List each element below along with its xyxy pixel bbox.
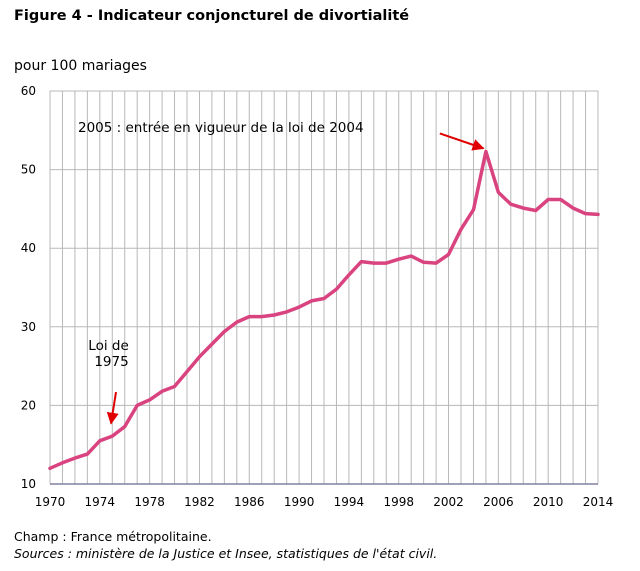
annotation-arrow-1975 (106, 391, 119, 425)
scope-note: Champ : France métropolitaine. (14, 529, 212, 544)
x-tick-label: 1982 (184, 495, 215, 509)
y-tick-label: 50 (21, 163, 36, 177)
x-tick-label: 2014 (583, 495, 614, 509)
y-tick-label: 10 (21, 477, 36, 491)
annotation-label-2005: 2005 : entrée en vigueur de la loi de 20… (78, 120, 364, 136)
sources-note: Sources : ministère de la Justice et Ins… (14, 546, 438, 561)
y-tick-label: 30 (21, 320, 36, 334)
annotation-label-1975: Loi de (88, 338, 128, 354)
series-layer (48, 149, 600, 471)
axes: 1970 1974 1978 1982 1986 1990 1994 1998 2002 2006… (21, 84, 614, 509)
y-tick-label: 60 (21, 84, 36, 98)
x-tick-label: 1986 (234, 495, 265, 509)
x-tick-label: 2002 (433, 495, 464, 509)
x-tick-label: 1994 (334, 495, 365, 509)
annotation-arrow-2005 (439, 132, 485, 151)
figure-title: Figure 4 - Indicateur conjoncturel de di… (14, 8, 410, 24)
x-tick-label: 2010 (533, 495, 564, 509)
y-tick-label: 40 (21, 241, 36, 255)
x-tick-label: 2006 (483, 495, 514, 509)
grid (49, 90, 599, 484)
annotation-label-1975: 1975 (94, 354, 128, 370)
x-tick-label: 1970 (35, 495, 66, 509)
x-tick-label: 1978 (134, 495, 165, 509)
y-axis-unit-label: pour 100 mariages (14, 58, 147, 74)
x-tick-label: 1990 (284, 495, 315, 509)
x-tick-label: 1974 (85, 495, 116, 509)
y-tick-label: 20 (21, 398, 36, 412)
series-line (48, 149, 600, 471)
x-tick-label: 1998 (383, 495, 414, 509)
